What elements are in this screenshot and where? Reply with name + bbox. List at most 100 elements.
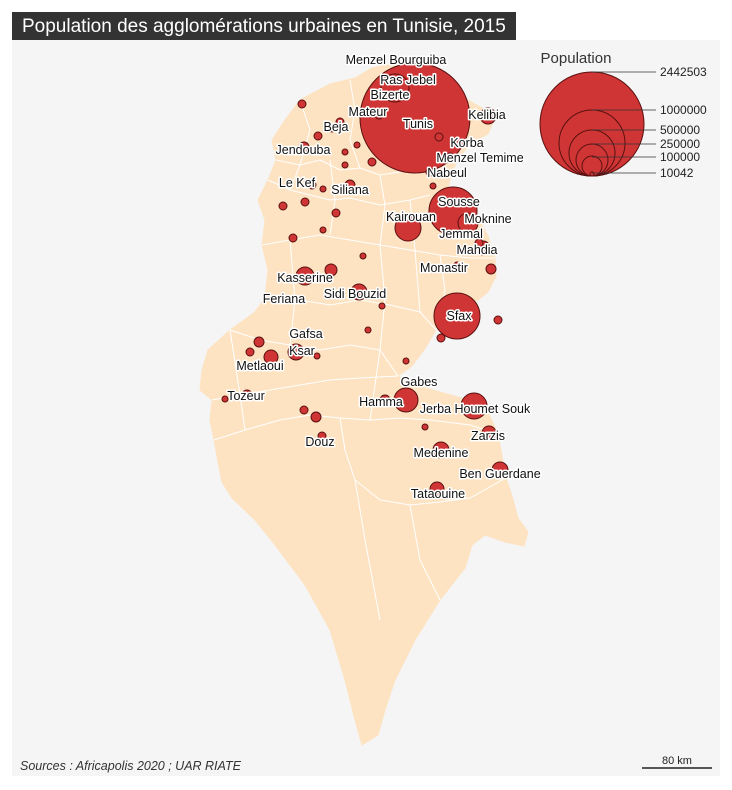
city-circle-siliana [344, 179, 356, 191]
city-circle-beja [335, 117, 345, 127]
legend-value: 100000 [660, 150, 700, 164]
city-label: Kasserine [277, 271, 333, 285]
city-circle-jendouba [298, 141, 310, 153]
city-label: Sidi Bouzid [324, 287, 387, 301]
city-circle [429, 182, 437, 190]
city-circle [310, 411, 322, 423]
city-label: Beja [323, 120, 348, 134]
city-circle-kasserine [295, 266, 315, 286]
city-label: Mateur [349, 105, 388, 119]
city-label: Ras Jebel [380, 73, 436, 87]
city-circle-nabeul [425, 167, 435, 177]
city-circle [378, 302, 386, 310]
city-circle [299, 405, 309, 415]
city-label: Monastir [420, 261, 468, 275]
city-label: Bizerte [371, 88, 410, 102]
labelled-city-circles [241, 62, 509, 497]
city-circle-moknine [457, 212, 479, 234]
city-circle [364, 326, 372, 334]
legend-value: 10042 [660, 166, 694, 180]
city-label: Ksar [289, 344, 315, 358]
city-circle [278, 201, 288, 211]
city-circle [493, 315, 503, 325]
map-title: Population des agglomérations urbaines e… [12, 12, 516, 42]
city-circle-mateur [374, 110, 384, 120]
city-label: Hamma [359, 395, 403, 409]
city-circle-kairouan [394, 214, 422, 242]
city-circle [327, 123, 337, 133]
city-circle [341, 148, 349, 156]
city-circle [341, 161, 349, 169]
city-label: Menzel Bourguiba [346, 53, 447, 67]
city-label: Kairouan [386, 210, 436, 224]
city-label: Gafsa [289, 327, 322, 341]
city-circle [253, 336, 265, 348]
city-circle-tataouine [429, 481, 445, 497]
legend-value: 2442503 [660, 65, 707, 79]
city-circle-sidi-bouzid [350, 283, 368, 301]
city-label: Mahdia [457, 243, 498, 257]
city-circle [319, 226, 327, 234]
city-circle-hamma [379, 394, 391, 406]
city-label: Tataouine [411, 487, 465, 501]
city-circle [300, 197, 310, 207]
legend-title: Population [541, 50, 612, 67]
city-labels: Menzel Bourguiba Ras Jebel Bizerte Mateu… [226, 52, 542, 503]
city-circle-monastir [485, 263, 497, 275]
city-label: Ben Guerdane [459, 467, 540, 481]
city-circle-gafsa [287, 343, 305, 361]
scale-label: 80 km [662, 755, 692, 767]
city-circle-douz [317, 431, 327, 441]
city-label: Moknine [464, 212, 511, 226]
city-label: Medenine [414, 446, 469, 460]
city-circle [313, 352, 321, 360]
city-circle-tozeur [241, 389, 253, 401]
city-label: Feriana [263, 292, 305, 306]
city-label: Gabes [401, 375, 438, 389]
map-svg: Menzel Bourguiba Ras Jebel Bizerte Mateu… [20, 50, 712, 773]
city-circle [359, 252, 367, 260]
city-circle-metlaoui [263, 349, 279, 365]
city-circle-medenine [432, 441, 450, 459]
city-label: Douz [305, 435, 334, 449]
city-circle [353, 141, 361, 149]
city-circle [331, 208, 341, 218]
source-note: Sources : Africapolis 2020 ; UAR RIATE [20, 759, 242, 773]
city-label: Jendouba [276, 143, 331, 157]
city-circle-menzel-bourguiba [380, 73, 410, 103]
city-circle-gabes [393, 387, 419, 413]
city-circle [453, 261, 461, 269]
city-circle [221, 395, 229, 403]
city-label: Menzel Temime [436, 151, 523, 165]
city-label: Tozeur [227, 389, 265, 403]
city-circle-kasserine-2 [324, 263, 338, 277]
city-label: Siliana [331, 183, 369, 197]
city-circle [402, 357, 410, 365]
city-label: Sfax [446, 309, 472, 323]
city-label: Le Kef [279, 176, 316, 190]
city-label: Tunis [403, 117, 433, 131]
city-circle [313, 131, 323, 141]
city-circle [367, 157, 377, 167]
city-circle [297, 99, 307, 109]
city-circle-jemmal [474, 238, 484, 248]
city-circle-jerba [460, 392, 488, 420]
legend-value: 500000 [660, 123, 700, 137]
city-label: Jerba Houmet Souk [420, 402, 531, 416]
city-label: Kelibia [468, 108, 506, 122]
scale-bar: 80 km [642, 755, 712, 769]
governorate-borders [211, 79, 507, 621]
legend: Population 2442503 1000000 500000 250000… [539, 50, 707, 180]
city-label: Korba [450, 136, 483, 150]
city-circle [319, 185, 327, 193]
city-circle-menzel-temime [445, 152, 455, 162]
city-label: Nabeul [427, 166, 467, 180]
city-circle-ben-guerdane [491, 461, 509, 479]
city-circle-sfax [433, 292, 481, 340]
city-label: Metlaoui [236, 359, 283, 373]
legend-value: 1000000 [660, 103, 707, 117]
city-circle [245, 347, 255, 357]
city-label: Zarzis [471, 429, 505, 443]
city-label: Jemmal [439, 227, 483, 241]
city-circle-le-kef [307, 180, 317, 190]
